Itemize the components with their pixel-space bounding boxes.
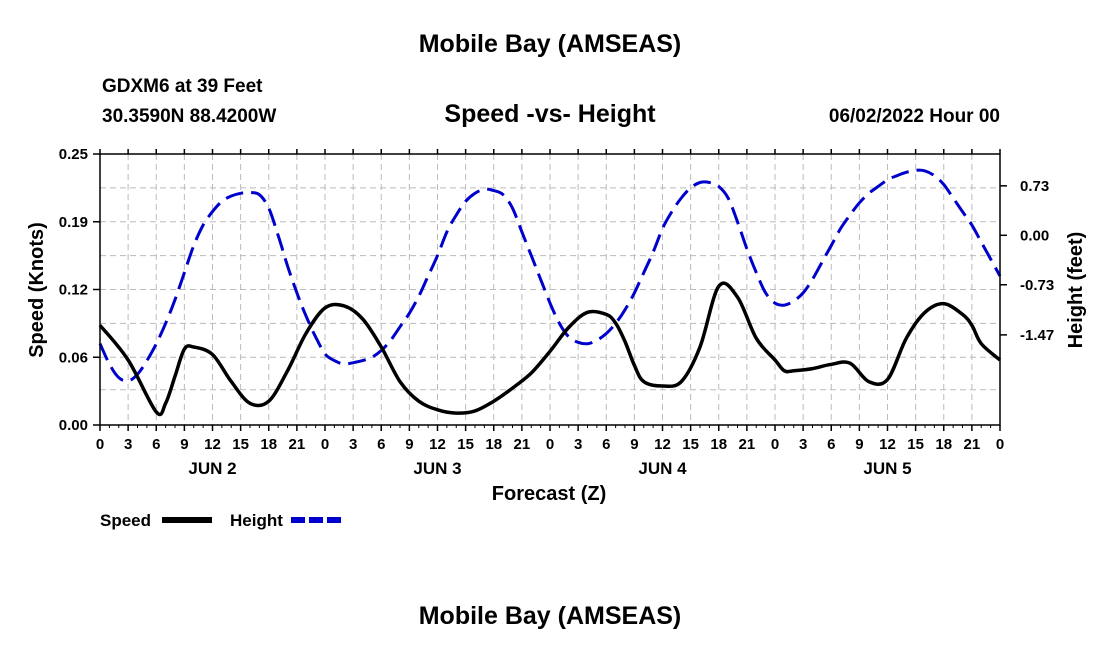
x-tick-label: 0 bbox=[321, 436, 329, 453]
page-title: Mobile Bay (AMSEAS) bbox=[418, 30, 682, 58]
x-tick-label: 12 bbox=[204, 436, 221, 453]
day-label: JUN 5 bbox=[863, 459, 911, 478]
x-tick-label: 9 bbox=[405, 436, 413, 453]
y-tick-label-left: 0.12 bbox=[59, 282, 88, 299]
x-tick-label: 12 bbox=[879, 436, 896, 453]
y-tick-label-left: 0.00 bbox=[59, 417, 88, 434]
x-tick-label: 21 bbox=[514, 436, 531, 453]
x-tick-label: 21 bbox=[289, 436, 306, 453]
x-tick-label: 3 bbox=[124, 436, 132, 453]
legend-speed-label: Speed bbox=[100, 511, 151, 530]
x-tick-label: 6 bbox=[152, 436, 160, 453]
x-tick-label: 3 bbox=[349, 436, 357, 453]
x-tick-label: 3 bbox=[574, 436, 582, 453]
datetime-label: 06/02/2022 Hour 00 bbox=[828, 106, 1000, 127]
x-tick-label: 6 bbox=[377, 436, 385, 453]
axis-ticks: 0 3 6 9 12 15 18 21 0 3 6 9 12 15 18 21 0 3 6 9 12 15 18 21 0 3 6 9… bbox=[59, 146, 1054, 478]
page-title-bottom: Mobile Bay (AMSEAS) bbox=[418, 602, 682, 630]
x-tick-label: 9 bbox=[630, 436, 638, 453]
x-tick-label: 18 bbox=[710, 436, 727, 453]
coordinates-label: 30.3590N 88.4200W bbox=[102, 106, 277, 127]
y-tick-label-right: 0.73 bbox=[1020, 178, 1049, 195]
x-tick-label: 6 bbox=[827, 436, 835, 453]
x-tick-label: 0 bbox=[96, 436, 104, 453]
x-tick-label: 12 bbox=[654, 436, 671, 453]
x-tick-label: 18 bbox=[935, 436, 952, 453]
x-tick-label: 3 bbox=[799, 436, 807, 453]
x-axis-label: Forecast (Z) bbox=[492, 483, 606, 505]
y-tick-label-right: 0.00 bbox=[1020, 227, 1049, 244]
legend: Speed Height bbox=[100, 511, 341, 530]
x-tick-label: 0 bbox=[771, 436, 779, 453]
height-series-line bbox=[98, 168, 1002, 383]
series-group bbox=[98, 168, 1002, 417]
x-tick-label: 15 bbox=[457, 436, 474, 453]
day-label: JUN 2 bbox=[188, 459, 236, 478]
x-tick-label: 0 bbox=[546, 436, 554, 453]
x-tick-label: 18 bbox=[260, 436, 277, 453]
x-tick-label: 6 bbox=[602, 436, 610, 453]
y-tick-label-left: 0.19 bbox=[59, 214, 88, 231]
legend-height-label: Height bbox=[230, 511, 283, 530]
x-tick-label: 0 bbox=[996, 436, 1004, 453]
y-axis-right-label: Height (feet) bbox=[1065, 232, 1087, 349]
x-tick-label: 15 bbox=[232, 436, 249, 453]
y-tick-label-right: -1.47 bbox=[1020, 327, 1054, 344]
x-tick-label: 15 bbox=[907, 436, 924, 453]
y-tick-label-right: -0.73 bbox=[1020, 277, 1054, 294]
x-tick-label: 15 bbox=[682, 436, 699, 453]
day-label: JUN 3 bbox=[413, 459, 461, 478]
x-tick-label: 12 bbox=[429, 436, 446, 453]
station-label: GDXM6 at 39 Feet bbox=[102, 76, 263, 97]
x-tick-label: 21 bbox=[964, 436, 981, 453]
x-tick-label: 9 bbox=[855, 436, 863, 453]
speed-series-line bbox=[98, 281, 1002, 417]
y-tick-label-left: 0.06 bbox=[59, 349, 88, 366]
grid-lines bbox=[100, 154, 1000, 425]
y-tick-label-left: 0.25 bbox=[59, 146, 88, 163]
y-axis-left-label: Speed (Knots) bbox=[26, 222, 48, 358]
x-tick-label: 9 bbox=[180, 436, 188, 453]
x-tick-label: 21 bbox=[739, 436, 756, 453]
day-label: JUN 4 bbox=[638, 459, 687, 478]
x-tick-label: 18 bbox=[485, 436, 502, 453]
chart-title: Speed -vs- Height bbox=[444, 100, 656, 128]
